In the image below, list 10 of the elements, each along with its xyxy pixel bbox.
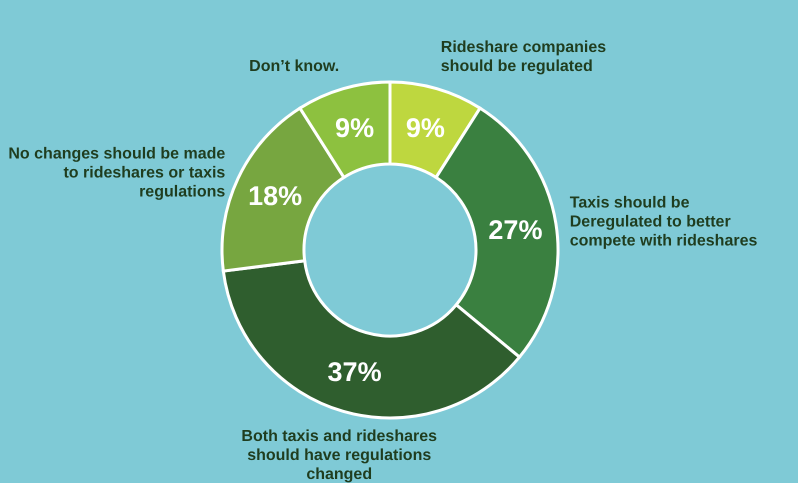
slice-label: Both taxis and rideshares should have regulations changed bbox=[241, 428, 438, 483]
slice-label: Rideshare companies should be regulated bbox=[440, 39, 606, 76]
data-label: 37% bbox=[328, 356, 382, 387]
slice-label: Taxis should be Deregulated to better compete with rideshares bbox=[570, 194, 758, 250]
data-label: 9% bbox=[406, 113, 445, 144]
data-label: 18% bbox=[248, 180, 302, 211]
slice-label: Don’t know. bbox=[249, 58, 340, 76]
slice-label: No changes should be made to rideshares or taxis regulations bbox=[8, 146, 226, 201]
data-label: 9% bbox=[335, 113, 374, 144]
data-label: 27% bbox=[488, 215, 542, 246]
